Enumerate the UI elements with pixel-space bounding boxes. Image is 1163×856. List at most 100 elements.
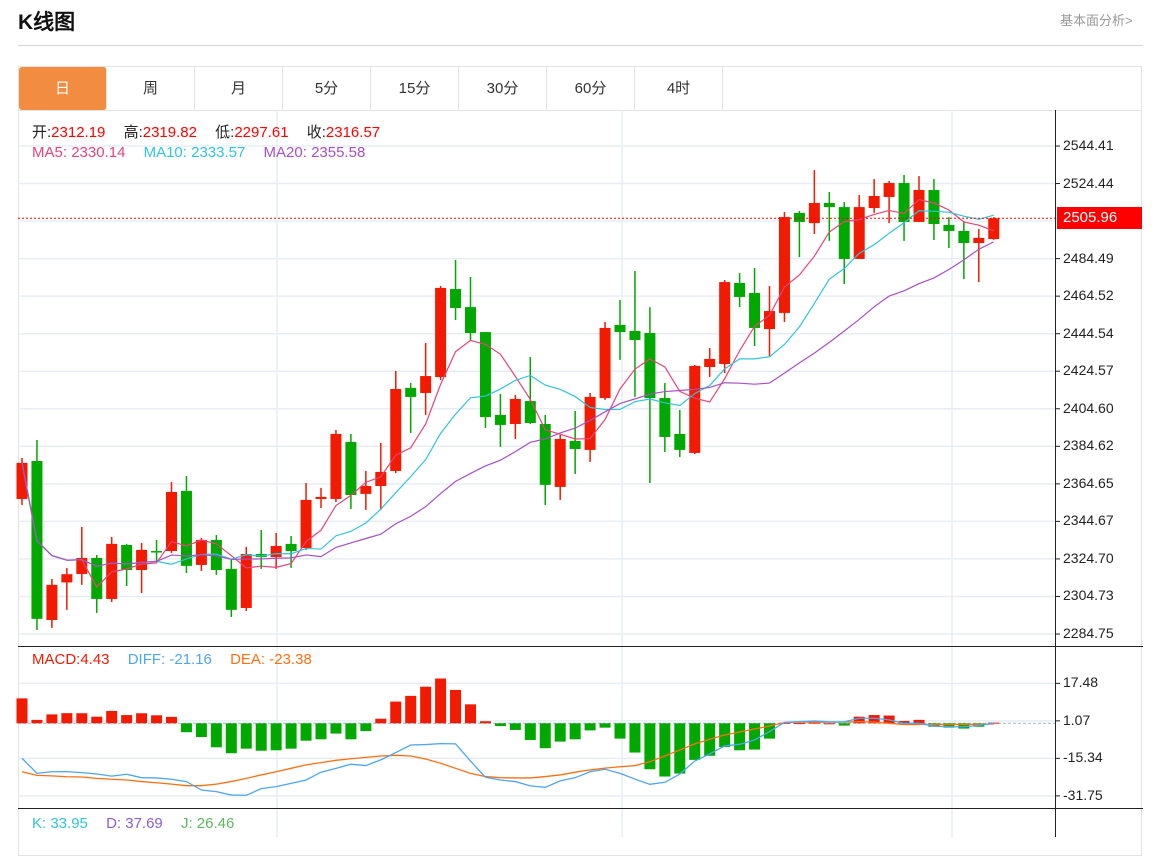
macd-bar	[674, 723, 686, 774]
tab-15min[interactable]: 15分	[371, 67, 459, 110]
macd-bar	[330, 723, 342, 734]
y-tick-label: 2364.65	[1063, 474, 1114, 491]
macd-bar	[195, 723, 207, 738]
candle-down	[569, 440, 581, 449]
candle-down	[898, 183, 910, 222]
macd-bar	[659, 723, 671, 777]
candle-up	[375, 471, 387, 486]
candle-up	[584, 396, 596, 450]
ma5-label: MA5:	[32, 144, 68, 161]
candle-up	[509, 398, 521, 424]
y-tick-label: 2404.60	[1063, 399, 1114, 416]
fundamental-analysis-link[interactable]: 基本面分析>	[1060, 13, 1133, 28]
macd-bar	[749, 723, 761, 750]
candle-up	[913, 189, 925, 222]
low-value: 2297.61	[234, 124, 289, 141]
candle-up	[300, 499, 312, 549]
macd-value: MACD:4.43	[32, 651, 110, 668]
candle-up	[883, 183, 895, 197]
ma5-value: 2330.14	[71, 144, 126, 161]
candle-down	[345, 442, 357, 496]
macd-bar	[225, 723, 237, 754]
macd-bar	[240, 723, 252, 749]
kline-chart[interactable]	[0, 0, 1163, 837]
kdj-readout: K: 33.95 D: 37.69 J: 26.46	[32, 815, 248, 832]
macd-bar	[16, 698, 28, 724]
candle-down	[494, 414, 506, 425]
y-tick-label: 2484.49	[1063, 249, 1114, 266]
y-tick-label: 2324.70	[1063, 549, 1114, 566]
macd-bar	[360, 723, 372, 732]
candle-up	[315, 496, 327, 499]
candle-down	[659, 398, 671, 437]
macd-bar	[106, 710, 118, 724]
tab-month[interactable]: 月	[195, 67, 283, 110]
macd-bar	[390, 701, 402, 724]
candle-up	[76, 557, 88, 574]
candle-down	[823, 202, 835, 208]
candle-up	[599, 327, 611, 399]
y-tick-label: -15.34	[1063, 749, 1103, 766]
candle-up	[390, 389, 402, 471]
macd-bar	[554, 723, 566, 742]
macd-bar	[46, 714, 58, 724]
candle-up	[554, 439, 566, 487]
candle-up	[704, 358, 716, 368]
macd-bar	[823, 723, 835, 725]
page-title: K线图	[18, 11, 76, 34]
candle-up	[330, 433, 342, 499]
macd-bar	[479, 721, 491, 724]
candle-down	[450, 289, 462, 309]
tab-30min[interactable]: 30分	[459, 67, 547, 110]
macd-bar	[465, 704, 476, 724]
macd-bar	[913, 719, 925, 724]
candle-down	[151, 551, 163, 553]
ma20-value: 2355.58	[311, 144, 366, 161]
macd-bar	[524, 723, 536, 740]
ma10-value: 2333.57	[191, 144, 246, 161]
ohlc-readout: 开:2312.19 高:2319.82 低:2297.61 收:2316.57	[32, 121, 394, 142]
tab-4hour[interactable]: 4时	[635, 67, 723, 110]
close-label: 收:	[306, 124, 326, 141]
macd-readout: MACD:4.43 DIFF: -21.16 DEA: -23.38	[32, 651, 326, 668]
macd-bar	[943, 723, 955, 728]
candle-up	[136, 549, 148, 571]
macd-bar	[569, 723, 581, 740]
candle-down	[958, 230, 970, 243]
candle-down	[225, 568, 237, 610]
candle-up	[61, 574, 73, 583]
ma20-label: MA20:	[263, 144, 307, 161]
divider	[18, 45, 1143, 46]
candle-down	[734, 283, 746, 297]
candle-down	[121, 545, 133, 571]
ma10-label: MA10:	[143, 144, 187, 161]
candle-down	[539, 423, 551, 485]
y-tick-label: 17.48	[1063, 674, 1099, 691]
tab-5min[interactable]: 5分	[283, 67, 371, 110]
tab-week[interactable]: 周	[107, 67, 195, 110]
macd-bar	[136, 713, 148, 724]
candle-down	[838, 207, 850, 259]
candle-down	[928, 189, 940, 225]
macd-bar	[345, 723, 357, 740]
j-value: J: 26.46	[180, 815, 235, 832]
candle-up	[420, 376, 432, 393]
k-value: K: 33.95	[32, 815, 88, 832]
diff-line	[21, 717, 994, 796]
macd-bar	[180, 723, 192, 733]
candle-up	[270, 545, 282, 558]
macd-bar	[689, 723, 701, 760]
candle-up	[46, 584, 58, 620]
macd-bar	[778, 722, 790, 724]
candle-up	[853, 207, 865, 259]
macd-bar	[958, 723, 970, 729]
ma10-line	[21, 210, 994, 567]
tab-day[interactable]: 日	[19, 67, 107, 110]
macd-bar	[300, 723, 312, 741]
candle-down	[749, 292, 761, 328]
tab-60min[interactable]: 60分	[547, 67, 635, 110]
macd-bar	[988, 722, 1000, 724]
low-label: 低:	[215, 124, 235, 141]
macd-bar	[793, 723, 805, 725]
macd-bar	[808, 722, 820, 724]
